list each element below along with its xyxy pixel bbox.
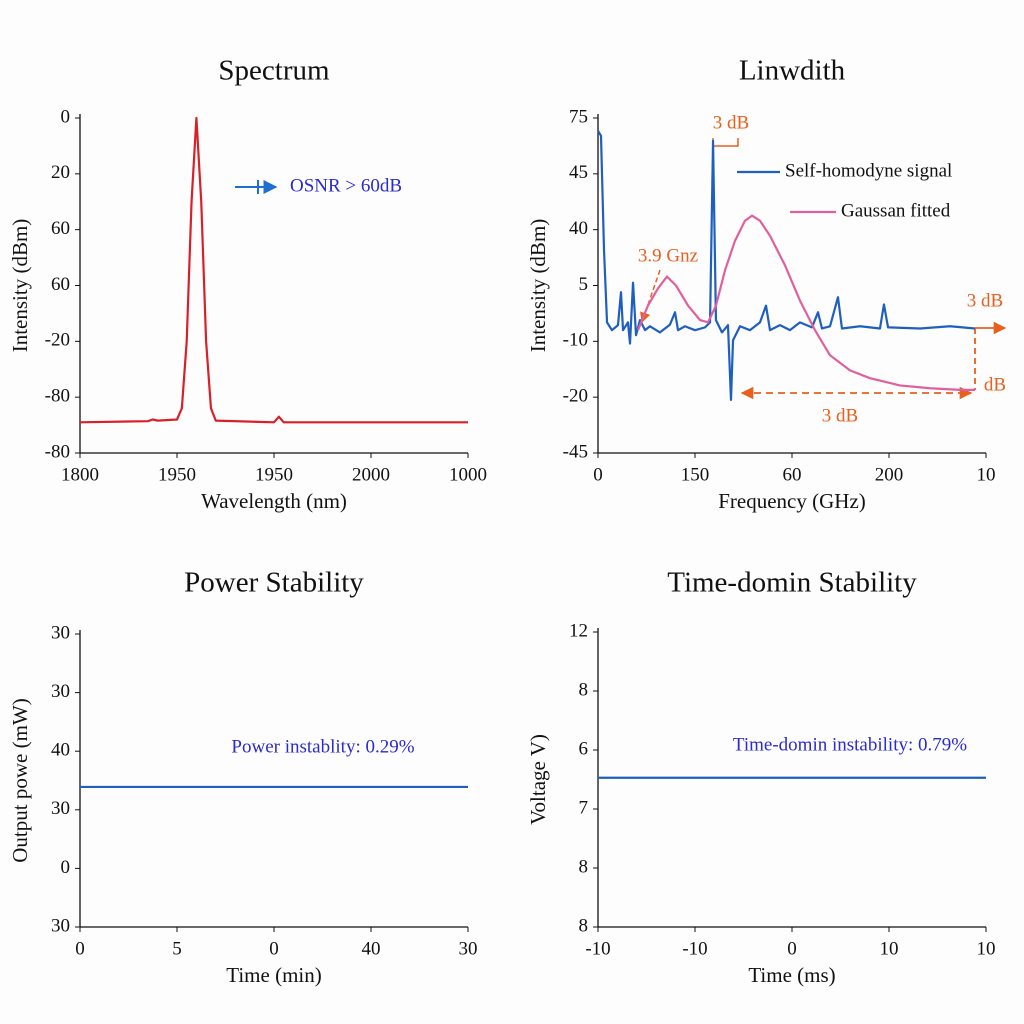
chart-title: Power Stability — [184, 567, 364, 599]
x-tick-label: 2000 — [352, 464, 390, 485]
x-tick-label: 1800 — [61, 464, 99, 485]
y-tick-label: -80 — [45, 386, 70, 407]
y-tick-label: 8 — [579, 915, 589, 936]
y-tick-label: 8 — [579, 856, 589, 877]
data-line — [597, 130, 976, 402]
y-tick-label: -45 — [563, 441, 588, 462]
x-tick-label: 10 — [880, 938, 899, 959]
y-tick-label: 0 — [61, 857, 71, 878]
annotation: Power instablity: 0.29% — [231, 736, 414, 757]
x-tick-label: 0 — [269, 938, 279, 959]
x-axis-label: Wavelength (nm) — [201, 489, 347, 513]
y-axis-label: Voltage V) — [526, 734, 550, 825]
y-tick-label: 40 — [569, 218, 588, 239]
annotation: 3 dB — [713, 112, 749, 133]
y-tick-label: 12 — [569, 620, 588, 641]
annotation: 3 dB — [967, 290, 1003, 311]
y-tick-label: 5 — [579, 274, 589, 295]
y-tick-label: 60 — [51, 218, 70, 239]
y-tick-label: 6 — [579, 738, 589, 759]
x-tick-label: 40 — [362, 938, 381, 959]
x-tick-label: 0 — [593, 464, 603, 485]
y-axis-label: Output powe (mW) — [8, 698, 32, 862]
y-tick-label: 30 — [51, 681, 70, 702]
y-tick-label: 60 — [51, 274, 70, 295]
legend-label: Self-homodyne signal — [785, 160, 952, 181]
x-tick-label: 10 — [977, 464, 996, 485]
y-tick-label: -20 — [563, 386, 588, 407]
chart-title: Linwdith — [739, 55, 846, 87]
legend-label: Gaussan fitted — [841, 200, 951, 221]
x-tick-label: 30 — [459, 938, 478, 959]
annotation: dB — [984, 374, 1006, 395]
x-tick-label: -10 — [682, 938, 707, 959]
x-tick-label: 1000 — [449, 464, 487, 485]
y-axis-label: Intensity (dBm) — [526, 219, 550, 353]
y-tick-label: -10 — [563, 330, 588, 351]
y-tick-label: -80 — [45, 441, 70, 462]
x-axis-label: Frequency (GHz) — [718, 489, 866, 513]
bracket — [712, 138, 739, 147]
y-tick-label: 75 — [569, 106, 588, 127]
arrow — [640, 269, 661, 323]
x-tick-label: 150 — [681, 464, 710, 485]
y-tick-label: 40 — [51, 740, 70, 761]
y-tick-label: 30 — [51, 622, 70, 643]
x-tick-label: 1950 — [158, 464, 196, 485]
x-tick-label: 0 — [75, 938, 85, 959]
annotation: 3.9 Gnz — [638, 245, 698, 266]
x-tick-label: -10 — [585, 938, 610, 959]
y-tick-label: 7 — [579, 797, 589, 818]
data-line — [79, 116, 468, 424]
chart-title: Time-domin Stability — [667, 567, 917, 599]
x-tick-label: 60 — [783, 464, 802, 485]
y-tick-label: 8 — [579, 679, 589, 700]
y-tick-label: 20 — [51, 162, 70, 183]
data-line — [636, 214, 976, 392]
y-tick-label: 0 — [61, 106, 71, 127]
y-axis-label: Intensity (dBm) — [8, 219, 32, 353]
chart-title: Spectrum — [218, 55, 330, 87]
y-tick-label: 45 — [569, 162, 588, 183]
x-axis-label: Time (min) — [226, 963, 321, 987]
y-tick-label: 30 — [51, 915, 70, 936]
annotation: 3 dB — [822, 405, 858, 426]
x-tick-label: 10 — [977, 938, 996, 959]
x-axis-label: Time (ms) — [748, 963, 835, 987]
y-tick-label: 30 — [51, 798, 70, 819]
x-tick-label: 200 — [875, 464, 904, 485]
x-tick-label: 1950 — [255, 464, 293, 485]
annotation: Time-domin instability: 0.79% — [733, 734, 967, 755]
annotation: OSNR > 60dB — [290, 175, 402, 196]
x-tick-label: 0 — [787, 938, 797, 959]
x-tick-label: 5 — [172, 938, 182, 959]
y-tick-label: -20 — [45, 330, 70, 351]
